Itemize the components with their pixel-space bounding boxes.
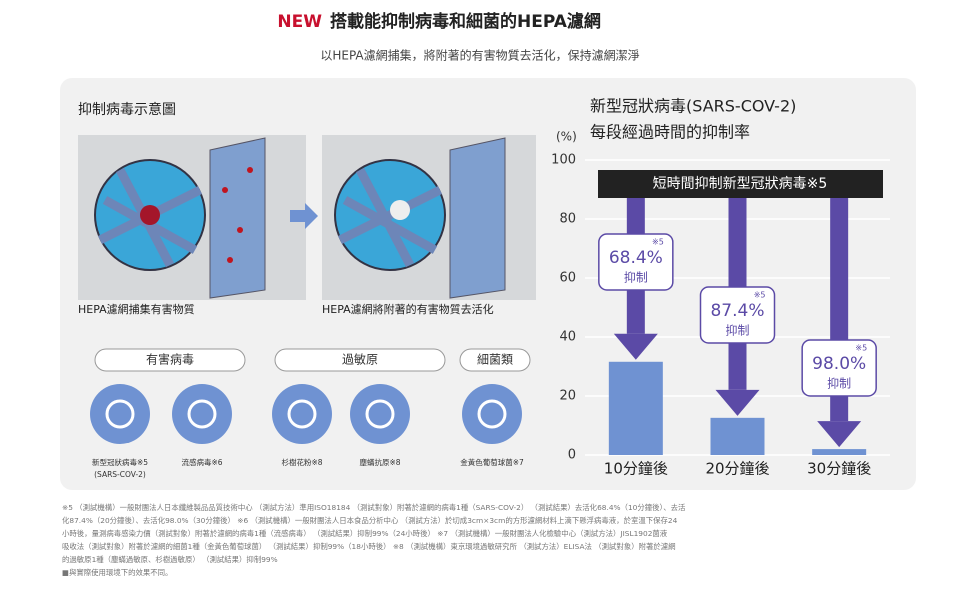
icon-inner [477,399,507,429]
subtitle: 以HEPA濾網捕集，將附著的有害物質去活化，保持濾網潔淨 [320,48,639,63]
icon [350,384,410,444]
icon [272,384,332,444]
icon-inner [365,399,395,429]
group-pill [459,348,531,372]
annotation-sub: 抑制 [624,270,648,285]
icon-label: 金黃色葡萄球菌※7 [460,457,524,467]
group-label: 有害病毒 [146,352,194,367]
chart-title: 新型冠狀病毒(SARS-COV-2) [590,97,796,116]
group-label: 細菌類 [477,353,513,367]
y-tick-label: 100 [551,153,576,168]
banner [598,170,883,198]
annotation-note: ※5 [855,344,867,353]
icon-inner [105,399,135,429]
icon [90,384,150,444]
bar [608,361,663,455]
annotation-note: ※5 [652,238,664,247]
annotation-box [699,286,776,344]
bar [812,449,867,455]
icon-label: 杉樹花粉※8 [281,457,322,467]
icon-inner [287,399,317,429]
caption: HEPA濾網捕集有害物質 [78,302,195,316]
annotation-sub: 抑制 [827,376,851,391]
footnote: 的過敏原1種（塵蟎過敏原、杉樹過敏原） （測試結果）抑制99% [62,555,278,564]
footnote: ※5 （測試機構）一般財團法人日本纖維製品品質技術中心 （測試方法）準用ISO1… [62,503,686,512]
icon [462,384,522,444]
footnote: ■與實際使用環境下的效果不同。 [62,568,172,577]
arrow-head [817,421,862,448]
annotation-value: 98.0% [812,354,866,374]
icon-inner [187,399,217,429]
group-label: 過敏原 [342,352,378,367]
arrow [290,203,318,229]
x-tick-label: 10分鐘後 [604,460,668,478]
annotation-note: ※5 [754,291,766,300]
icon-label: 流感病毒※6 [181,457,222,467]
icon-label: 塵蟎抗原※8 [359,457,400,467]
y-tick-label: 60 [559,271,576,286]
icon-sublabel: (SARS-COV-2) [94,470,146,479]
x-tick-label: 30分鐘後 [807,460,871,478]
icon [172,384,232,444]
x-tick-label: 20分鐘後 [705,460,769,478]
y-axis-label: (%) [556,130,577,144]
footnote: 吸收法（測試對象）附著於濾網的細菌1種（金黃色葡萄球菌） （測試結果）抑制99%… [62,542,676,551]
diagram-title: 抑制病毒示意圖 [78,101,176,118]
annotation-value: 87.4% [710,301,764,321]
footnote: 化87.4%（20分鐘後）、去活化98.0%（30分鐘後） ※6 （測試機構）一… [62,516,678,525]
chart-subtitle: 每段經過時間的抑制率 [590,123,750,142]
bar [710,417,765,455]
icon-label: 新型冠狀病毒※5 [92,457,148,467]
group-pill [274,348,446,372]
caption: HEPA濾網將附著的有害物質去活化 [322,302,494,316]
annotation-value: 68.4% [609,248,663,268]
arrow-head [613,333,658,360]
annotation-box [598,233,674,291]
arrow-head [715,389,760,416]
badge: NEW [277,12,322,32]
title: 搭載能抑制病毒和細菌的HEPA濾網 [330,11,601,32]
annotation-sub: 抑制 [725,323,749,338]
illustration [78,135,306,300]
y-tick-label: 80 [559,212,576,227]
y-tick-label: 40 [559,330,576,345]
illustration [322,135,536,300]
group-pill [94,348,246,372]
y-tick-label: 20 [559,389,576,404]
footnote: 小時後，量測病毒感染力價（測試對象）附著於濾網的病毒1種（流感病毒） （測試結果… [62,529,668,538]
banner-text: 短時間抑制新型冠狀病毒※5 [653,176,828,192]
y-tick-label: 0 [568,448,576,463]
annotation-box [801,339,877,397]
